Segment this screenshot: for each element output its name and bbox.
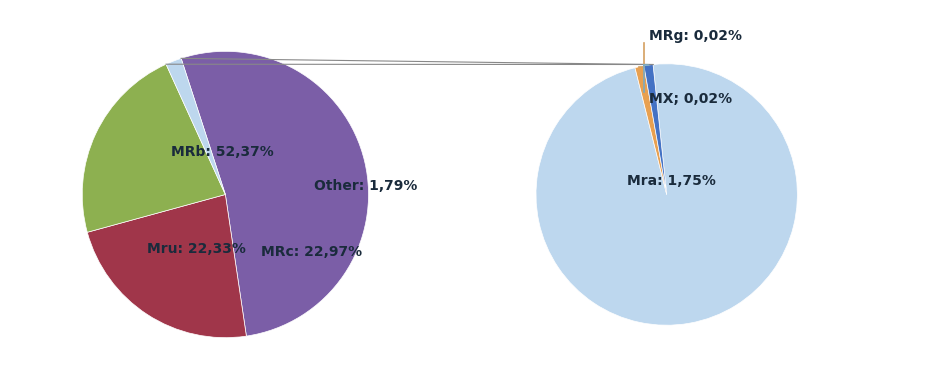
Wedge shape [87,194,246,338]
Text: MRc: 22,97%: MRc: 22,97% [261,245,362,259]
Wedge shape [644,65,667,194]
Wedge shape [181,51,368,336]
Text: MRb: 52,37%: MRb: 52,37% [171,145,273,159]
Text: Other: 1,79%: Other: 1,79% [315,179,418,193]
Wedge shape [536,64,797,325]
Text: Mru: 22,33%: Mru: 22,33% [146,242,245,256]
Text: MRg: 0,02%: MRg: 0,02% [649,29,742,43]
Text: Mra: 1,75%: Mra: 1,75% [627,174,716,188]
Text: MX; 0,02%: MX; 0,02% [649,92,732,106]
Wedge shape [166,58,225,194]
Wedge shape [635,66,667,194]
Wedge shape [83,64,225,232]
